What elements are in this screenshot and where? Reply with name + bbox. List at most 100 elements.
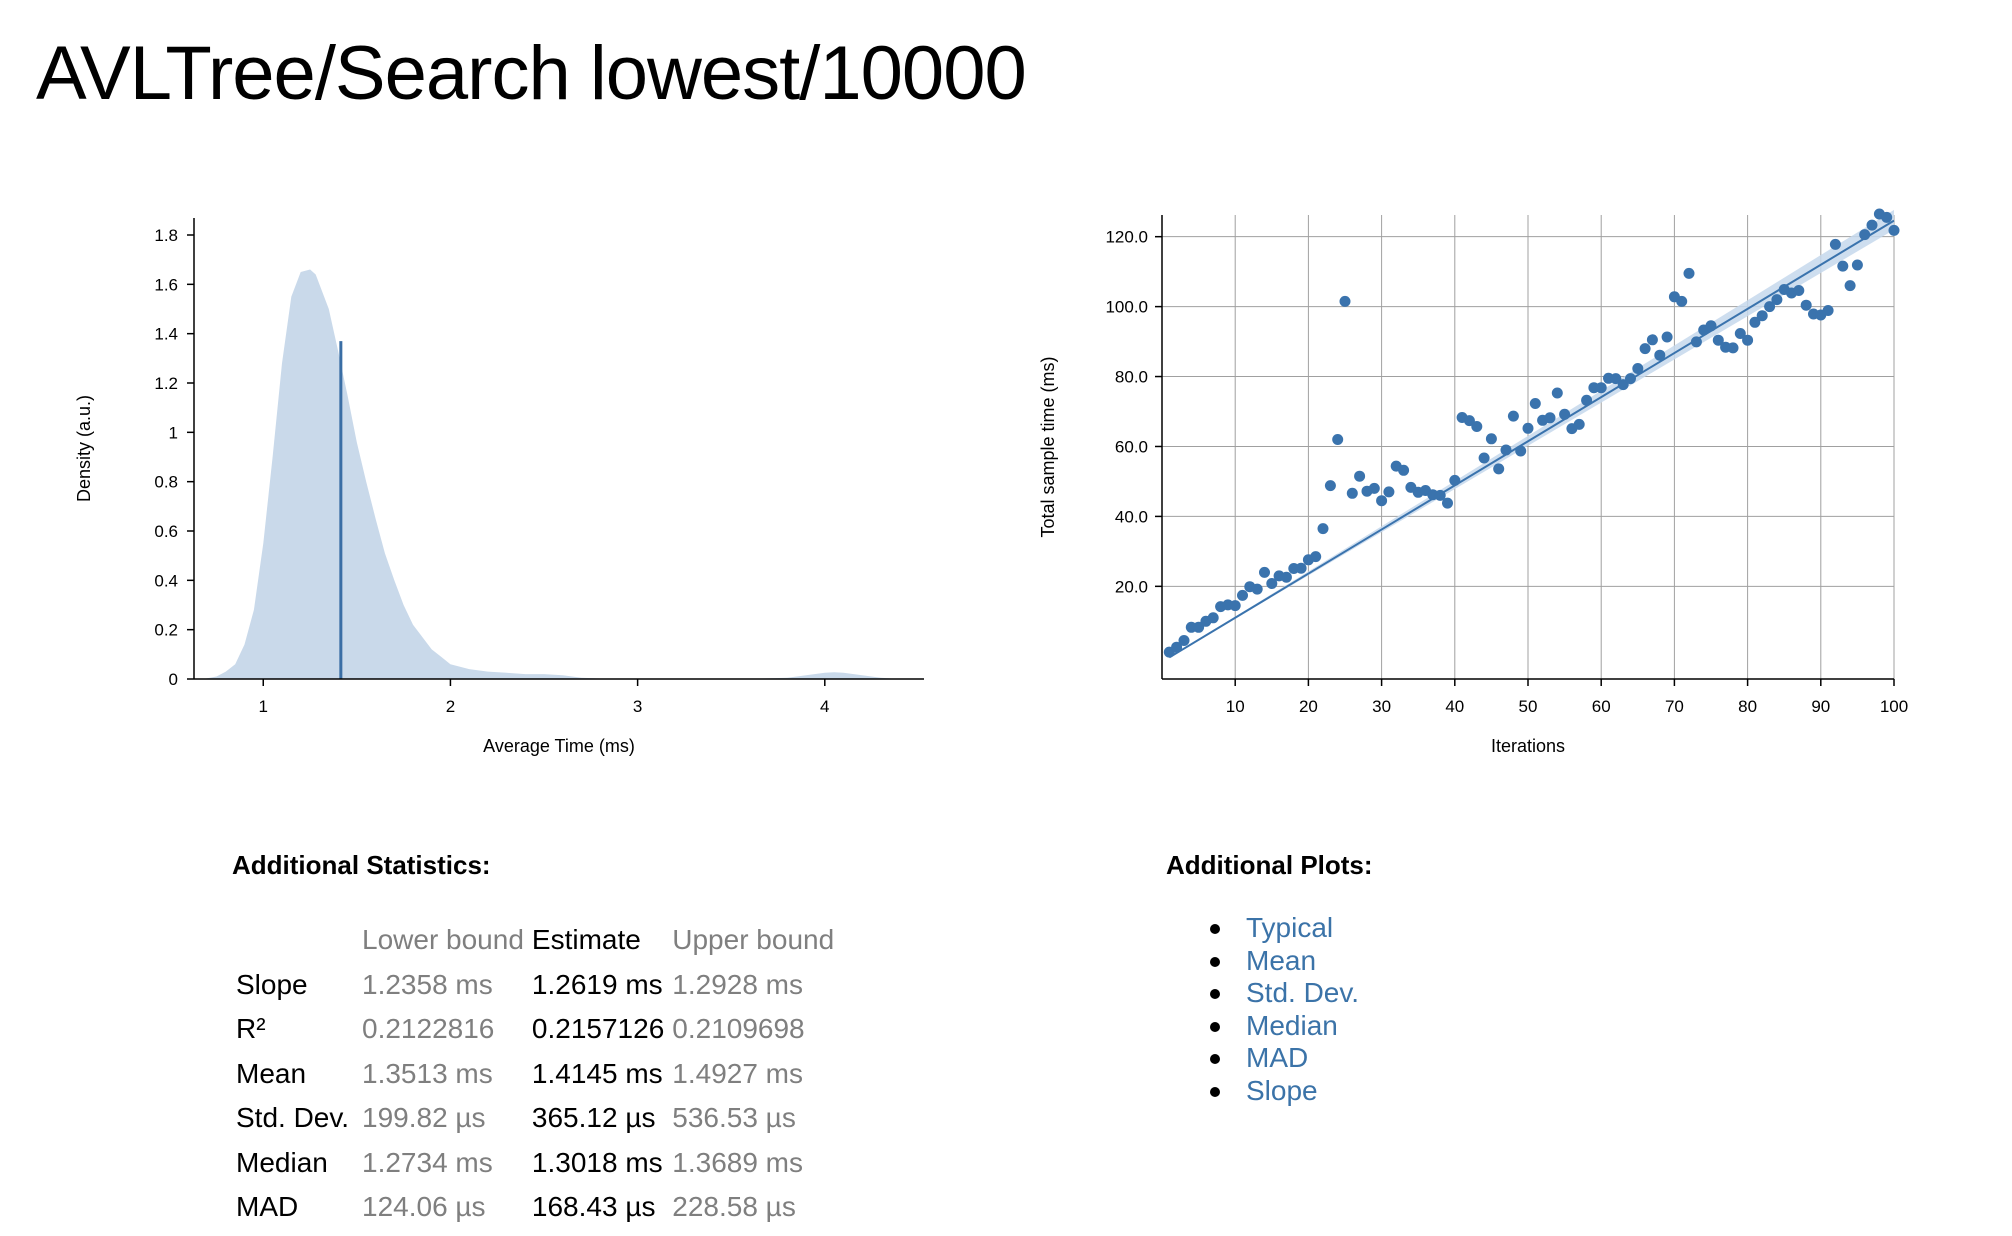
data-point bbox=[1690, 336, 1702, 348]
y-tick-label: 120.0 bbox=[1105, 228, 1148, 247]
y-tick-label: 100.0 bbox=[1105, 298, 1148, 317]
data-point bbox=[1661, 331, 1673, 343]
data-point bbox=[1793, 285, 1805, 296]
data-point bbox=[1771, 294, 1783, 306]
plot-link-typical[interactable]: Typical bbox=[1246, 912, 1334, 943]
data-point bbox=[1434, 489, 1446, 501]
data-point bbox=[1705, 320, 1717, 332]
x-tick-label: 70 bbox=[1665, 697, 1684, 716]
y-tick-label: 1.2 bbox=[154, 374, 178, 393]
additional-statistics-title: Additional Statistics: bbox=[232, 850, 491, 880]
y-tick-label: 0 bbox=[169, 670, 178, 689]
plot-link-item: Slope bbox=[1210, 1075, 1359, 1108]
data-point bbox=[1866, 219, 1878, 231]
estimate-value: 0.2157126 bbox=[531, 1013, 665, 1045]
data-point bbox=[1398, 464, 1410, 476]
y-axis-label: Total sample time (ms) bbox=[1038, 356, 1058, 537]
statistics-row: Slope 1.2358 ms 1.2619 ms 1.2928 ms bbox=[232, 963, 838, 1008]
statistics-row: Median 1.2734 ms 1.3018 ms 1.3689 ms bbox=[232, 1141, 838, 1186]
data-point bbox=[1259, 566, 1270, 578]
data-point bbox=[1266, 578, 1278, 589]
data-point bbox=[1639, 343, 1651, 355]
y-tick-label: 0.6 bbox=[154, 522, 178, 541]
statistic-label: Slope bbox=[236, 968, 308, 1000]
upper-bound-value: 536.53 µs bbox=[672, 1102, 796, 1134]
data-point bbox=[1573, 418, 1585, 430]
data-point bbox=[1229, 600, 1241, 612]
statistics-header-blank bbox=[232, 918, 358, 963]
x-tick-label: 40 bbox=[1445, 697, 1464, 716]
statistic-label: Median bbox=[236, 1146, 328, 1178]
lower-bound-value: 1.3513 ms bbox=[362, 1057, 493, 1089]
data-point bbox=[1595, 382, 1607, 394]
data-point bbox=[1742, 334, 1754, 346]
plot-link-item: MAD bbox=[1210, 1042, 1359, 1075]
statistics-row: Mean 1.3513 ms 1.4145 ms 1.4927 ms bbox=[232, 1052, 838, 1097]
plot-link-median[interactable]: Median bbox=[1246, 1009, 1338, 1041]
statistics-table: Lower bound Estimate Upper bound Slope 1.… bbox=[232, 918, 838, 1230]
x-tick-label: 3 bbox=[633, 697, 642, 716]
plot-link-std-dev[interactable]: Std. Dev. bbox=[1246, 977, 1360, 1008]
plot-link-mean[interactable]: Mean bbox=[1246, 944, 1317, 976]
plot-link-slope[interactable]: Slope bbox=[1246, 1074, 1318, 1106]
data-point bbox=[1888, 224, 1900, 236]
upper-bound-value: 1.3689 ms bbox=[672, 1146, 804, 1178]
data-point bbox=[1837, 260, 1849, 272]
data-point bbox=[1237, 589, 1248, 601]
statistic-label: MAD bbox=[236, 1191, 299, 1223]
y-tick-label: 40.0 bbox=[1115, 507, 1148, 526]
data-point bbox=[1800, 299, 1812, 311]
upper-bound-value: 1.2928 ms bbox=[672, 968, 804, 1000]
data-point bbox=[1859, 229, 1871, 241]
data-point bbox=[1625, 373, 1636, 385]
x-tick-label: 50 bbox=[1519, 697, 1538, 716]
data-point bbox=[1251, 583, 1263, 595]
x-axis-label: Iterations bbox=[1491, 736, 1565, 756]
header-lower-bound: Lower bound bbox=[362, 924, 524, 956]
data-point bbox=[1332, 434, 1344, 445]
header-upper-bound: Upper bound bbox=[672, 924, 835, 956]
estimate-value: 365.12 µs bbox=[531, 1102, 656, 1134]
plot-link-item: Mean bbox=[1210, 945, 1359, 978]
data-point bbox=[1310, 551, 1322, 563]
data-point bbox=[1727, 342, 1739, 354]
pdf-chart: 0 0.2 0.4 0.6 0.8 1 1.2 1.4 1.6 1.8 1 2 3 4 Average Ti… bbox=[74, 218, 924, 756]
data-point bbox=[1654, 349, 1666, 361]
x-tick-label: 30 bbox=[1372, 697, 1391, 716]
data-point bbox=[1881, 211, 1893, 223]
x-tick-label: 20 bbox=[1299, 697, 1318, 716]
bullet-icon bbox=[1210, 1021, 1220, 1032]
lower-bound-value: 1.2734 ms bbox=[362, 1146, 493, 1178]
statistics-row: Std. Dev. 199.82 µs 365.12 µs 536.53 µs bbox=[232, 1096, 838, 1141]
x-tick-label: 100 bbox=[1880, 697, 1908, 716]
bullet-icon bbox=[1210, 989, 1220, 999]
upper-bound-value: 1.4927 ms bbox=[672, 1057, 804, 1089]
data-point bbox=[1354, 470, 1366, 482]
y-tick-label: 0.8 bbox=[154, 473, 178, 492]
confidence-band bbox=[1169, 209, 1894, 658]
additional-plots-list: Typical Mean Std. Dev. Median MAD Slope bbox=[1210, 912, 1359, 1107]
data-point bbox=[1463, 415, 1475, 427]
data-point bbox=[1493, 463, 1505, 475]
data-point bbox=[1178, 635, 1190, 646]
statistic-label: R² bbox=[236, 1013, 266, 1045]
plot-link-item: Median bbox=[1210, 1010, 1359, 1043]
data-point bbox=[1324, 480, 1336, 492]
x-tick-label: 90 bbox=[1811, 697, 1830, 716]
bullet-icon bbox=[1210, 956, 1220, 967]
y-tick-label: 1.4 bbox=[154, 325, 178, 344]
plot-link-mad[interactable]: MAD bbox=[1246, 1042, 1309, 1073]
data-point bbox=[1207, 612, 1219, 624]
y-tick-label: 0.2 bbox=[154, 621, 178, 640]
data-point bbox=[1764, 301, 1776, 313]
x-tick-label: 2 bbox=[446, 697, 455, 716]
lower-bound-value: 124.06 µs bbox=[362, 1191, 486, 1223]
data-point bbox=[1442, 497, 1453, 509]
x-tick-label: 60 bbox=[1592, 697, 1611, 716]
data-point bbox=[1712, 334, 1724, 346]
y-axis-label: Density (a.u.) bbox=[74, 395, 94, 502]
data-point bbox=[1851, 259, 1863, 271]
data-point bbox=[1515, 445, 1527, 457]
lower-bound-value: 0.2122816 bbox=[362, 1013, 495, 1045]
additional-plots-title: Additional Plots: bbox=[1166, 850, 1373, 880]
